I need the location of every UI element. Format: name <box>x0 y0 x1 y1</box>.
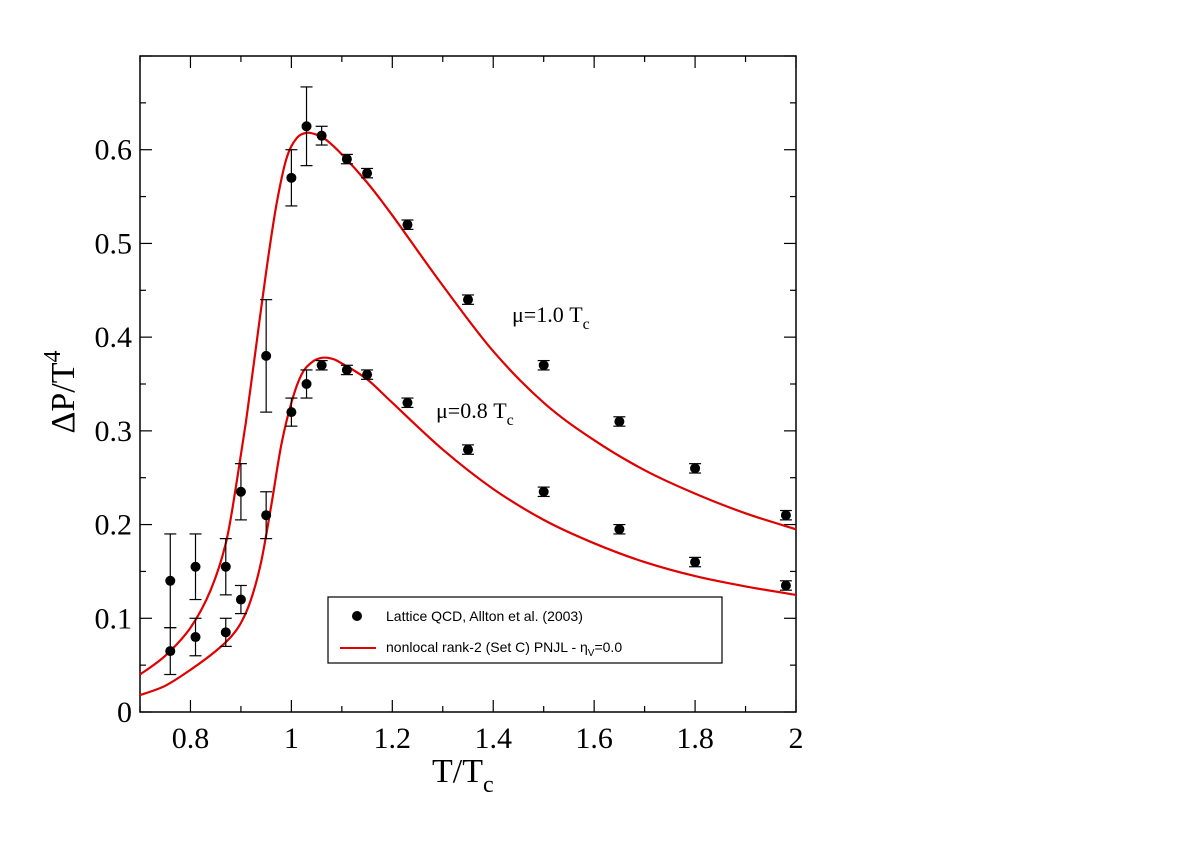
legend-label-pnjl: nonlocal rank-2 (Set C) PNJL - ηV=0.0 <box>386 639 622 659</box>
y-axis-title: ΔP/T4 <box>40 351 82 434</box>
model-curves <box>139 131 797 697</box>
x-axis-title-sub: c <box>483 772 494 798</box>
data-point <box>220 561 231 572</box>
data-point <box>165 646 176 657</box>
data-point <box>235 594 246 605</box>
data-point <box>362 369 373 380</box>
data-point <box>538 486 549 497</box>
model-curve <box>139 131 797 676</box>
x-axis-title-main: T/T <box>432 753 483 790</box>
y-tick-label: 0.5 <box>95 227 133 260</box>
axis-ticks <box>139 55 797 713</box>
data-point <box>261 350 272 361</box>
annotation-mu-0-8: μ=0.8 Tc <box>436 398 514 429</box>
legend-marker-lattice <box>352 611 362 621</box>
annotation-mu-1-0-sub: c <box>583 316 590 333</box>
data-point <box>220 627 231 638</box>
annotation-mu-0-8-main: μ=0.8 T <box>436 398 507 423</box>
annotation-mu-1-0: μ=1.0 Tc <box>512 302 590 333</box>
data-point <box>316 130 327 141</box>
annotation-mu-0-8-sub: c <box>507 412 514 429</box>
data-point <box>190 561 201 572</box>
y-axis-title-sup: 4 <box>40 351 66 363</box>
data-point <box>463 294 473 305</box>
data-point <box>690 557 701 568</box>
data-point <box>341 364 352 375</box>
data-point <box>261 510 272 521</box>
y-tick-label: 0.1 <box>95 602 133 635</box>
data-point <box>316 360 327 371</box>
x-tick-label: 1.6 <box>575 722 613 755</box>
data-point <box>301 379 312 389</box>
data-point <box>286 172 297 183</box>
legend-label-pnjl-sub: V <box>588 648 595 659</box>
y-axis-title-main: ΔP/T <box>45 362 82 433</box>
x-tick-label: 1.8 <box>676 722 714 755</box>
data-point <box>780 510 791 521</box>
legend: Lattice QCD, Allton et al. (2003) nonloc… <box>327 596 723 664</box>
annotation-mu-1-0-main: μ=1.0 T <box>512 302 583 327</box>
legend-label-pnjl-tail: =0.0 <box>594 639 622 655</box>
data-point <box>190 632 201 643</box>
data-point <box>286 407 297 418</box>
x-tick-label: 0.8 <box>172 722 210 755</box>
legend-label-lattice: Lattice QCD, Allton et al. (2003) <box>386 608 583 624</box>
data-point <box>538 360 549 371</box>
data-point <box>780 580 791 591</box>
tick-labels: 0.8 1 1.2 1.4 1.6 1.8 2 0 0.1 0.2 0.3 0.4 0.5 0.6 <box>95 134 804 755</box>
data-point <box>165 575 176 586</box>
data-points <box>164 86 792 676</box>
y-tick-label: 0.2 <box>95 509 133 542</box>
y-tick-label: 0.3 <box>95 415 133 448</box>
x-tick-label: 1.4 <box>474 722 512 755</box>
legend-label-pnjl-main: nonlocal rank-2 (Set C) PNJL - η <box>386 639 588 655</box>
y-tick-label: 0 <box>117 696 132 729</box>
data-point <box>690 463 701 474</box>
data-point <box>362 168 373 179</box>
model-curve <box>139 356 797 697</box>
x-axis-title: T/Tc <box>432 753 494 798</box>
data-point <box>614 524 625 535</box>
data-point <box>402 397 413 408</box>
data-point <box>614 416 625 427</box>
y-tick-label: 0.4 <box>95 321 133 354</box>
data-point <box>235 486 246 497</box>
data-point <box>402 219 413 230</box>
data-point <box>301 121 312 132</box>
data-point <box>341 154 352 165</box>
x-tick-label: 1.2 <box>374 722 412 755</box>
legend-box <box>327 596 723 664</box>
y-tick-label: 0.6 <box>95 134 133 167</box>
data-point <box>463 444 473 455</box>
x-tick-label: 1 <box>284 722 299 755</box>
x-tick-label: 2 <box>789 722 804 755</box>
